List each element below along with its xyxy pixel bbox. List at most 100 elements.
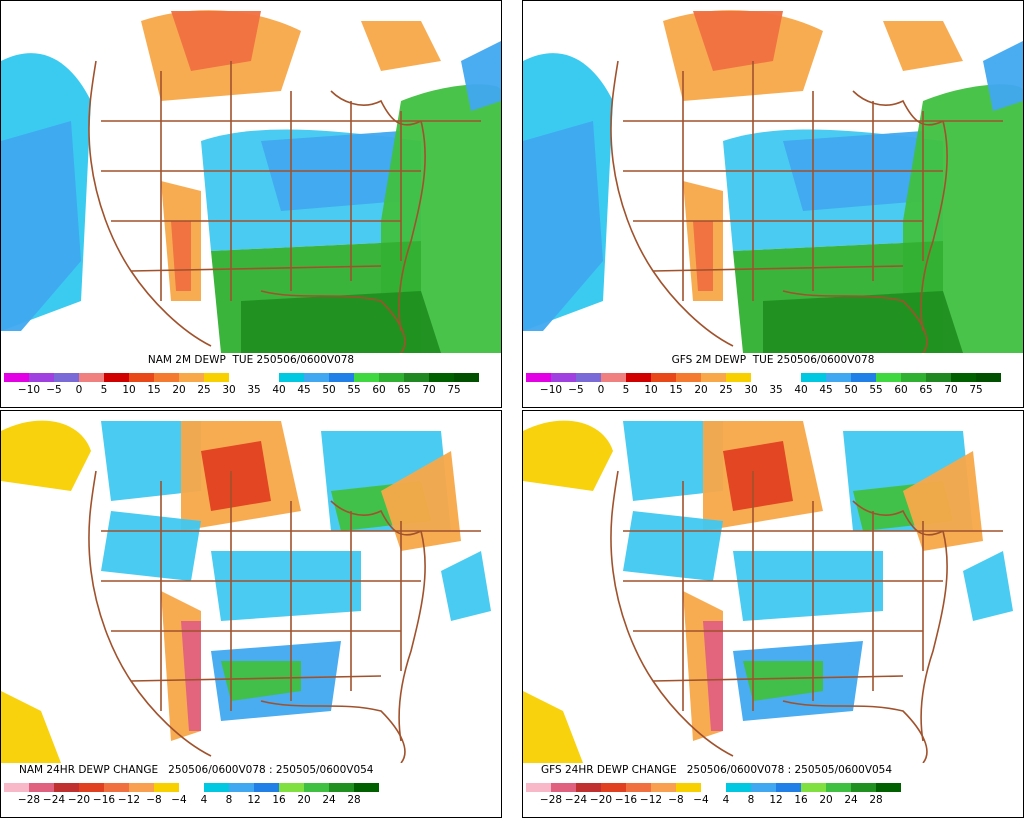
scale-swatch — [651, 783, 676, 792]
scale-swatch — [551, 783, 576, 792]
scale-tick-label: 25 — [719, 384, 733, 396]
scale-swatch — [651, 373, 676, 382]
field-region — [623, 421, 723, 501]
scale-swatch — [329, 373, 354, 382]
scale-swatch — [179, 373, 204, 382]
field-region — [181, 621, 201, 731]
field-region — [733, 551, 883, 621]
scale-tick-label: 8 — [747, 794, 755, 806]
state-border — [398, 530, 426, 742]
scale-tick-label: 5 — [100, 384, 108, 396]
scale-tick-label: −24 — [42, 794, 66, 806]
scale-tick-label: 35 — [247, 384, 261, 396]
scale-swatch — [851, 373, 876, 382]
scale-tick-label: 12 — [769, 794, 783, 806]
scale-swatch — [676, 783, 701, 792]
field-region — [743, 661, 823, 701]
scale-swatch — [701, 373, 726, 382]
scale-swatch — [304, 373, 329, 382]
scale-tick-label: 28 — [347, 794, 361, 806]
scale-tick-label: 50 — [322, 384, 336, 396]
field-region — [171, 11, 261, 71]
scale-swatch — [526, 373, 551, 382]
scale-ticks: −10 −5 0 5 10 15 20 25 30 35 40 45 50 55 60 65 70 75 — [526, 383, 1023, 397]
field-region — [523, 691, 583, 763]
scale-tick-label: −24 — [564, 794, 588, 806]
field-region — [1, 691, 61, 763]
panel-nam-dewpoint: NAM 2M DEWP TUE 250506/0600V078 −10 −5 0 5 1… — [0, 0, 502, 408]
scale-tick-label: 65 — [919, 384, 933, 396]
scale-swatch — [4, 373, 29, 382]
scale-swatch — [4, 783, 29, 792]
scale-swatch — [104, 373, 129, 382]
scale-swatch — [254, 373, 279, 382]
panel-title: NAM 24HR DEWP CHANGE 250506/0600V078 : 2… — [19, 764, 374, 776]
scale-tick-label: 70 — [422, 384, 436, 396]
map-gfs-dewpoint — [523, 1, 1023, 353]
scale-swatch — [576, 783, 601, 792]
field-region — [361, 21, 441, 71]
scale-tick-label: 8 — [225, 794, 233, 806]
scale-swatch — [304, 783, 329, 792]
scale-tick-label: 75 — [969, 384, 983, 396]
scale-tick-label: 28 — [869, 794, 883, 806]
scale-tick-label: 50 — [844, 384, 858, 396]
scale-tick-label: 45 — [819, 384, 833, 396]
scale-tick-label: −28 — [17, 794, 41, 806]
state-border — [330, 90, 422, 126]
scale-tick-label: 5 — [622, 384, 630, 396]
field-region — [623, 511, 723, 581]
scale-swatch — [601, 373, 626, 382]
map-nam-dewpoint — [1, 1, 501, 353]
scale-swatch — [951, 373, 976, 382]
color-scale — [526, 373, 1001, 382]
field-region — [461, 41, 501, 111]
scale-swatch — [526, 783, 551, 792]
scale-swatch — [801, 783, 826, 792]
scale-swatch — [776, 373, 801, 382]
field-region — [441, 551, 491, 621]
scale-swatch — [576, 373, 601, 382]
field-region — [523, 121, 603, 331]
scale-swatch — [29, 783, 54, 792]
scale-swatch — [751, 373, 776, 382]
scale-tick-label: 20 — [694, 384, 708, 396]
scale-tick-label: 16 — [794, 794, 808, 806]
state-border — [330, 500, 422, 536]
field-region — [211, 551, 361, 621]
scale-swatch — [229, 373, 254, 382]
scale-tick-label: 24 — [322, 794, 336, 806]
panel-title: GFS 24HR DEWP CHANGE 250506/0600V078 : 2… — [541, 764, 893, 776]
scale-swatch — [54, 373, 79, 382]
scale-swatch — [901, 373, 926, 382]
scale-swatch — [454, 373, 479, 382]
scale-tick-label: 20 — [297, 794, 311, 806]
scale-tick-label: −20 — [67, 794, 91, 806]
field-region — [241, 291, 441, 353]
scale-tick-label: −28 — [539, 794, 563, 806]
scale-swatch — [851, 783, 876, 792]
field-region — [171, 221, 191, 291]
scale-tick-label: 30 — [222, 384, 236, 396]
scale-swatch — [601, 783, 626, 792]
scale-swatch — [976, 373, 1001, 382]
scale-ticks: −28 −24 −20 −16 −12 −8 −4 4 8 12 16 20 24 28 — [4, 793, 501, 807]
scale-tick-label: 75 — [447, 384, 461, 396]
scale-tick-label: −20 — [589, 794, 613, 806]
scale-swatch — [204, 373, 229, 382]
scale-swatch — [626, 783, 651, 792]
scale-tick-label: −16 — [92, 794, 116, 806]
scale-tick-label: −4 — [171, 794, 187, 806]
scale-swatch — [179, 783, 204, 792]
scale-swatch — [204, 783, 229, 792]
scale-ticks: −10 −5 0 5 10 15 20 25 30 35 40 45 50 55 60 65 70 75 — [4, 383, 501, 397]
scale-ticks: −28 −24 −20 −16 −12 −8 −4 4 8 12 16 20 24 28 — [526, 793, 1023, 807]
scale-swatch — [626, 373, 651, 382]
scale-tick-label: 10 — [644, 384, 658, 396]
panel-gfs-change: GFS 24HR DEWP CHANGE 250506/0600V078 : 2… — [522, 410, 1024, 818]
state-border — [852, 90, 944, 126]
scale-swatch — [104, 783, 129, 792]
scale-swatch — [551, 373, 576, 382]
state-border — [920, 120, 948, 332]
state-border — [610, 60, 734, 347]
